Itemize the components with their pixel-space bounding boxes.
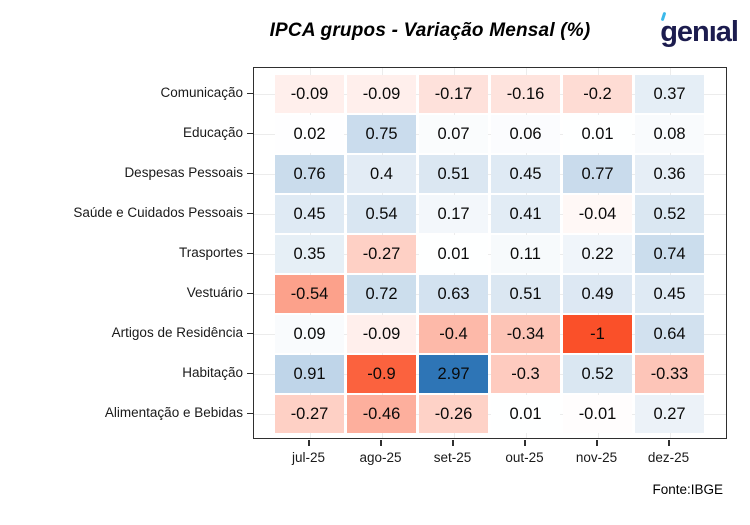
heatmap-cell: -0.27 bbox=[347, 235, 416, 273]
gridline-horizontal bbox=[254, 334, 726, 335]
heatmap-cell: -0.09 bbox=[347, 75, 416, 113]
heatmap-cell: 0.06 bbox=[491, 115, 560, 153]
heatmap-cell: 0.64 bbox=[635, 315, 704, 353]
heatmap-cell: 0.37 bbox=[635, 75, 704, 113]
heatmap-cell: 0.01 bbox=[563, 115, 632, 153]
heatmap-cell: 0.27 bbox=[635, 395, 704, 433]
x-tick-label: nov-25 bbox=[575, 450, 618, 465]
gridline-horizontal bbox=[254, 414, 726, 415]
x-axis-tick bbox=[524, 440, 526, 446]
y-tick-label: Saúde e Cuidados Pessoais bbox=[73, 205, 243, 220]
x-axis-tick bbox=[668, 440, 670, 446]
x-axis-tick bbox=[308, 440, 310, 446]
y-tick-label: Alimentação e Bebidas bbox=[104, 405, 243, 420]
y-tick-label: Artigos de Residência bbox=[111, 325, 243, 340]
y-tick-label: Trasportes bbox=[178, 245, 243, 260]
heatmap-cell: -0.01 bbox=[563, 395, 632, 433]
heatmap-cell: 0.54 bbox=[347, 195, 416, 233]
gridline-horizontal bbox=[254, 214, 726, 215]
heatmap-cell: -0.16 bbox=[491, 75, 560, 113]
y-axis-tick bbox=[247, 412, 253, 414]
heatmap-cell: -1 bbox=[563, 315, 632, 353]
heatmap-cell: 0.01 bbox=[419, 235, 488, 273]
y-tick-label: Despesas Pessoais bbox=[124, 165, 243, 180]
heatmap-cell: -0.04 bbox=[563, 195, 632, 233]
heatmap-cell: 0.22 bbox=[563, 235, 632, 273]
x-tick-label: jul-25 bbox=[291, 450, 326, 465]
heatmap-cell: -0.2 bbox=[563, 75, 632, 113]
x-tick-label: out-25 bbox=[505, 450, 544, 465]
heatmap-cell: 0.11 bbox=[491, 235, 560, 273]
gridline-horizontal bbox=[254, 134, 726, 135]
heatmap-cell: 0.91 bbox=[275, 355, 344, 393]
gridline-horizontal bbox=[254, 294, 726, 295]
heatmap-cell: 0.01 bbox=[491, 395, 560, 433]
heatmap-plot-area: -0.09 -0.09 -0.17 -0.16 -0.2 0.37 0.02 0.75 0.07… bbox=[253, 67, 727, 439]
heatmap-cell: -0.09 bbox=[347, 315, 416, 353]
heatmap-cell: 2.97 bbox=[419, 355, 488, 393]
logo-text: genıal bbox=[660, 16, 739, 48]
heatmap-cell: -0.3 bbox=[491, 355, 560, 393]
gridline-horizontal bbox=[254, 174, 726, 175]
heatmap-cell: 0.09 bbox=[275, 315, 344, 353]
heatmap-cell: 0.75 bbox=[347, 115, 416, 153]
heatmap-cell: 0.51 bbox=[491, 275, 560, 313]
heatmap-cell: -0.17 bbox=[419, 75, 488, 113]
y-axis-tick bbox=[247, 132, 253, 134]
heatmap-cell: 0.52 bbox=[635, 195, 704, 233]
genial-logo: genıal bbox=[644, 11, 740, 52]
heatmap-cell: -0.34 bbox=[491, 315, 560, 353]
heatmap-cell: 0.74 bbox=[635, 235, 704, 273]
y-axis-tick bbox=[247, 212, 253, 214]
heatmap-cell: 0.35 bbox=[275, 235, 344, 273]
y-axis-tick bbox=[247, 372, 253, 374]
heatmap-cell: -0.26 bbox=[419, 395, 488, 433]
heatmap-cell: 0.41 bbox=[491, 195, 560, 233]
x-axis-tick bbox=[380, 440, 382, 446]
gridline-horizontal bbox=[254, 254, 726, 255]
y-axis-tick bbox=[247, 332, 253, 334]
heatmap-cell: -0.33 bbox=[635, 355, 704, 393]
heatmap-cell: -0.27 bbox=[275, 395, 344, 433]
heatmap-cell: 0.07 bbox=[419, 115, 488, 153]
heatmap-cell: -0.4 bbox=[419, 315, 488, 353]
heatmap-cell: 0.72 bbox=[347, 275, 416, 313]
x-tick-label: ago-25 bbox=[359, 450, 402, 465]
y-tick-label: Comunicação bbox=[160, 85, 243, 100]
y-axis-tick bbox=[247, 172, 253, 174]
heatmap-cell: 0.45 bbox=[491, 155, 560, 193]
heatmap-cell: 0.45 bbox=[635, 275, 704, 313]
gridline-horizontal bbox=[254, 374, 726, 375]
x-tick-label: set-25 bbox=[433, 450, 472, 465]
heatmap-cell: 0.52 bbox=[563, 355, 632, 393]
y-tick-label: Habitação bbox=[182, 365, 243, 380]
heatmap-cell: 0.4 bbox=[347, 155, 416, 193]
chart-title: IPCA grupos - Variação Mensal (%) bbox=[269, 20, 591, 41]
heatmap-cell: 0.51 bbox=[419, 155, 488, 193]
heatmap-cell: 0.36 bbox=[635, 155, 704, 193]
x-axis-tick bbox=[452, 440, 454, 446]
heatmap-cell: -0.54 bbox=[275, 275, 344, 313]
heatmap-cell: 0.08 bbox=[635, 115, 704, 153]
heatmap-cell: 0.45 bbox=[275, 195, 344, 233]
heatmap-cell: 0.02 bbox=[275, 115, 344, 153]
y-axis-tick bbox=[247, 252, 253, 254]
heatmap-cell: 0.76 bbox=[275, 155, 344, 193]
heatmap-cell: -0.9 bbox=[347, 355, 416, 393]
heatmap-cell: 0.49 bbox=[563, 275, 632, 313]
heatmap-cell: 0.77 bbox=[563, 155, 632, 193]
gridline-horizontal bbox=[254, 94, 726, 95]
source-note: Fonte:IBGE bbox=[652, 482, 723, 497]
y-axis-tick bbox=[247, 92, 253, 94]
x-tick-label: dez-25 bbox=[647, 450, 690, 465]
x-axis-tick bbox=[596, 440, 598, 446]
heatmap-cell: 0.63 bbox=[419, 275, 488, 313]
heatmap-cell: -0.09 bbox=[275, 75, 344, 113]
y-tick-label: Vestuário bbox=[186, 285, 243, 300]
y-axis-tick bbox=[247, 292, 253, 294]
heatmap-cell: 0.17 bbox=[419, 195, 488, 233]
heatmap-cell: -0.46 bbox=[347, 395, 416, 433]
y-tick-label: Educação bbox=[182, 125, 243, 140]
